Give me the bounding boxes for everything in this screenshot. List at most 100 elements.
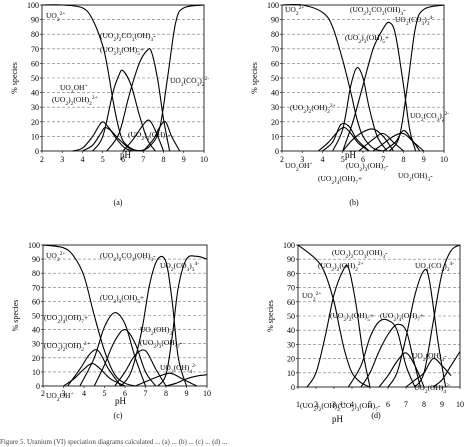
x-axis-label: pH	[115, 396, 127, 406]
species-label: (UO2)3(OH)7-	[128, 130, 171, 142]
species-label: (UO2)3(OH)5+	[330, 311, 374, 323]
species-label: (UO2)2CO3(OH)3-	[332, 248, 388, 260]
y-tick-label: 80	[271, 30, 279, 39]
y-tick-label: 30	[271, 103, 279, 112]
y-axis-label: % species	[250, 62, 259, 94]
x-tick-label: 2	[280, 155, 284, 164]
y-tick-label: 0	[35, 147, 39, 156]
y-tick-label: 90	[32, 255, 40, 264]
y-axis-label: % species	[10, 62, 19, 94]
y-tick-label: 40	[31, 89, 39, 98]
species-curve	[114, 349, 167, 387]
y-tick-label: 100	[283, 241, 295, 250]
species-label: UO2(CO3)34-	[395, 15, 434, 27]
x-tick-label: 9	[440, 400, 444, 409]
x-tick-label: 2	[41, 389, 45, 398]
y-tick-label: 100	[27, 1, 39, 10]
species-curve	[405, 357, 452, 388]
x-tick-label: 4	[81, 155, 85, 164]
y-tick-label: 70	[287, 284, 295, 293]
x-tick-label: 7	[141, 155, 145, 164]
y-tick-label: 60	[31, 59, 39, 68]
y-tick-label: 100	[28, 241, 40, 250]
x-tick-label: 10	[203, 389, 211, 398]
x-tick-label: 6	[361, 155, 365, 164]
y-tick-label: 40	[287, 326, 295, 335]
species-label: UO2(OH)3-	[412, 351, 447, 363]
x-tick-label: 9	[422, 155, 426, 164]
species-curve	[342, 128, 394, 152]
x-tick-label: 8	[422, 400, 426, 409]
y-tick-label: 10	[31, 132, 39, 141]
y-tick-label: 30	[31, 103, 39, 112]
species-curve	[342, 21, 417, 152]
chart-panel-3: 0 10 20 30 40 50 60 70 80 90 100 2 3 4 5 6 7 8 9 10 % specie…	[11, 241, 211, 420]
species-label: (UO2)3(OH)5+	[100, 45, 144, 57]
species-curve	[165, 374, 208, 387]
species-label: (UO2)2(OH)22+	[300, 401, 346, 413]
species-label: (UO2)2CO3(OH)3-	[100, 31, 156, 43]
species-curve	[120, 255, 188, 387]
y-tick-label: 60	[287, 298, 295, 307]
y-tick-label: 40	[271, 89, 279, 98]
x-tick-label: 1	[296, 400, 300, 409]
y-tick-label: 70	[31, 45, 39, 54]
y-tick-label: 80	[32, 269, 40, 278]
x-tick-label: 6	[386, 400, 390, 409]
x-tick-label: 5	[341, 155, 345, 164]
species-label: (UO2)2(OH)22+	[52, 95, 98, 107]
species-label: UO2OH+	[60, 83, 88, 95]
species-curve	[322, 122, 370, 152]
x-tick-label: 8	[162, 155, 166, 164]
species-label: UO2OH+	[285, 161, 313, 173]
y-tick-label: 10	[287, 369, 295, 378]
y-tick-label: 70	[271, 45, 279, 54]
x-tick-label: 7	[381, 155, 385, 164]
chart-panel-4: 0 10 20 30 40 50 60 70 80 90 100 1 2 3 4 5 6 7 8 9 10 % speci…	[266, 241, 464, 424]
y-tick-label: 10	[271, 132, 279, 141]
species-label: UO22+	[46, 11, 65, 23]
y-tick-label: 90	[31, 16, 39, 25]
species-curve	[82, 126, 140, 152]
y-tick-label: 50	[31, 74, 39, 83]
species-label: (UO2)4(OH)7+	[380, 311, 424, 323]
species-label: (UO2)2(OH)22+	[290, 103, 336, 115]
x-tick-label: 10	[200, 155, 208, 164]
x-tick-label: 3	[62, 389, 66, 398]
x-axis-label: pH	[332, 414, 344, 424]
x-tick-label: 3	[60, 155, 64, 164]
y-tick-label: 60	[271, 59, 279, 68]
species-label: UO2(CO3)34-	[415, 261, 454, 273]
panel-label: (a)	[114, 198, 123, 207]
species-label: UO22+	[302, 291, 321, 303]
x-axis-label: pH	[345, 150, 357, 160]
x-tick-label: 2	[40, 155, 44, 164]
species-label: UO2OH+	[46, 391, 74, 403]
y-tick-label: 30	[32, 340, 40, 349]
x-tick-label: 5	[103, 389, 107, 398]
y-tick-label: 30	[287, 340, 295, 349]
species-label: (UO2)4(OH)7+	[318, 174, 362, 186]
x-tick-label: 9	[185, 389, 189, 398]
species-curve	[414, 244, 461, 388]
species-label: UO2(OH)42-	[160, 363, 197, 375]
x-axis-label: pH	[120, 150, 132, 160]
species-curve	[67, 349, 122, 387]
species-curve	[358, 132, 404, 152]
x-tick-label: 7	[404, 400, 408, 409]
y-tick-label: 80	[31, 30, 39, 39]
chart-panel-1: 0 10 20 30 40 50 60 70 80 90 100 2 3 4 5 6 7 8 9 10 % specie…	[10, 1, 209, 207]
species-curve	[122, 119, 165, 152]
species-curve	[42, 244, 136, 387]
species-label: (UO2)3(OH)5+	[100, 293, 144, 305]
x-tick-label: 6	[123, 389, 127, 398]
x-tick-label: 5	[368, 400, 372, 409]
species-curve	[92, 69, 156, 152]
y-tick-label: 50	[32, 312, 40, 321]
chart-panel-2: 0 10 20 30 40 50 60 70 80 90 100 2 3 4 5 6 7 8 9 10 % specie…	[250, 1, 449, 207]
species-label: UO2(CO3)22-	[410, 111, 449, 123]
y-tick-label: 100	[267, 1, 279, 10]
x-tick-label: 6	[121, 155, 125, 164]
